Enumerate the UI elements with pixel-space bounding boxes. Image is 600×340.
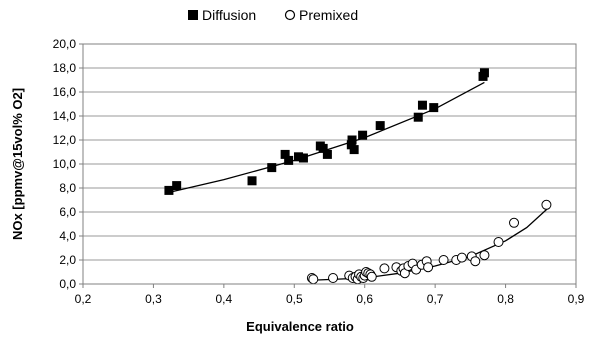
- legend-marker-premixed: [284, 9, 296, 21]
- point-premixed: [438, 255, 449, 265]
- point-diffusion: [318, 143, 328, 153]
- x-tick-label: 0,9: [568, 292, 585, 306]
- point-diffusion: [172, 181, 182, 191]
- point-diffusion: [347, 135, 357, 145]
- point-diffusion: [280, 149, 290, 159]
- point-diffusion: [479, 68, 489, 78]
- y-tick-label: 14,0: [53, 109, 77, 123]
- point-premixed: [541, 199, 552, 210]
- point-diffusion: [375, 121, 385, 131]
- point-diffusion: [247, 176, 257, 186]
- point-premixed: [328, 273, 339, 283]
- trendlines: [167, 81, 549, 282]
- x-tick-label: 0,4: [216, 292, 233, 306]
- y-tick-label: 12,0: [53, 133, 77, 147]
- y-tick-label: 16,0: [53, 85, 77, 99]
- y-tick-label: 2,0: [59, 253, 76, 267]
- y-tick-label: 18,0: [53, 61, 77, 75]
- point-premixed: [379, 263, 390, 274]
- point-diffusion: [413, 112, 423, 122]
- y-tick-label: 0,0: [59, 277, 76, 291]
- point-diffusion: [267, 163, 277, 173]
- point-diffusion: [429, 103, 439, 113]
- x-tick-label: 0,5: [286, 292, 303, 306]
- point-diffusion: [284, 155, 294, 165]
- data-points: [164, 68, 552, 285]
- x-tick-label: 0,6: [356, 292, 373, 306]
- point-premixed: [493, 237, 504, 247]
- y-tick-label: 6,0: [59, 205, 76, 219]
- point-diffusion: [417, 100, 427, 110]
- point-premixed: [456, 252, 467, 263]
- point-premixed: [509, 217, 520, 228]
- point-diffusion: [298, 153, 308, 163]
- legend-label-diffusion: Diffusion: [202, 7, 256, 23]
- x-axis-ticks: 0,2 0,3 0,4 0,5 0,6 0,7 0,8 0,9: [75, 284, 585, 306]
- point-diffusion: [349, 145, 359, 155]
- x-tick-label: 0,7: [427, 292, 444, 306]
- point-premixed: [423, 262, 434, 273]
- point-premixed: [366, 271, 377, 282]
- point-premixed: [308, 274, 319, 285]
- x-tick-label: 0,8: [497, 292, 514, 306]
- point-diffusion: [294, 152, 304, 162]
- y-axis-ticks: 0,0 2,0 4,0 6,0 8,0 10,0 12,0 14,0 16,0 18,0 20,0: [53, 37, 83, 291]
- legend: Diffusion Premixed: [188, 7, 358, 23]
- legend-label-premixed: Premixed: [299, 7, 358, 23]
- trendline-diffusion: [167, 81, 485, 194]
- y-axis-title: NOx [ppmv@15vol% O2]: [10, 88, 25, 240]
- y-tick-label: 8,0: [59, 181, 76, 195]
- x-tick-label: 0,3: [145, 292, 162, 306]
- point-diffusion: [346, 140, 356, 150]
- x-tick-label: 0,2: [75, 292, 92, 306]
- point-premixed: [479, 250, 490, 261]
- point-diffusion: [358, 130, 368, 140]
- legend-marker-diffusion: [188, 10, 198, 20]
- y-tick-label: 20,0: [53, 37, 77, 51]
- point-premixed: [470, 256, 481, 267]
- y-tick-label: 10,0: [53, 157, 77, 171]
- point-diffusion: [322, 149, 332, 159]
- y-tick-label: 4,0: [59, 229, 76, 243]
- x-axis-title: Equivalence ratio: [246, 319, 354, 334]
- point-diffusion: [164, 185, 174, 195]
